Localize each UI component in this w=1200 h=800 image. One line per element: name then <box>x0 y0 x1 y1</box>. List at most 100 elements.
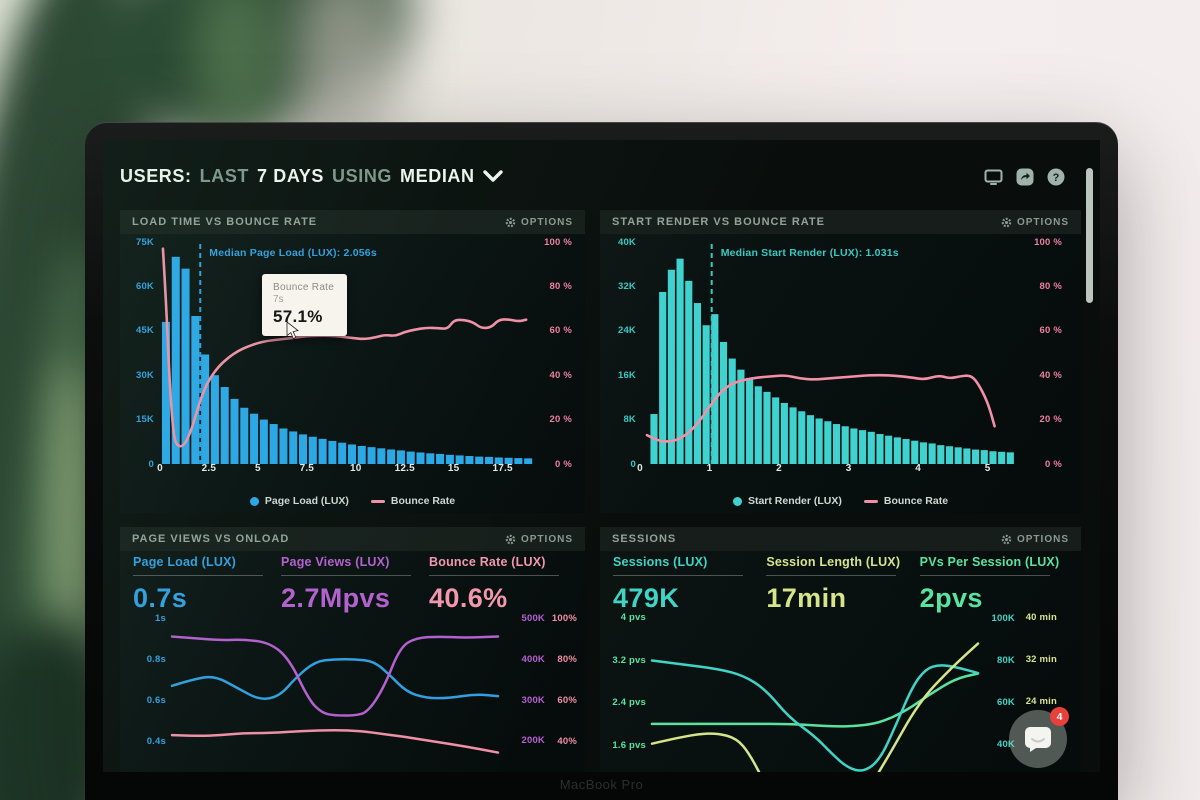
histogram-bar <box>201 354 210 464</box>
histogram-bar <box>445 454 454 464</box>
histogram-bar <box>338 442 347 464</box>
metrics-row: Sessions (LUX) 479K Session Length (LUX) 17… <box>613 555 1073 614</box>
histogram-bar <box>772 397 780 464</box>
chat-badge: 4 <box>1050 707 1069 726</box>
histogram-bar <box>780 402 788 464</box>
histogram-bar <box>524 458 533 464</box>
histogram-bar <box>347 444 356 464</box>
histogram-bar <box>485 456 494 464</box>
y-axis-tick: 15K <box>135 414 154 426</box>
metric-label: Page Load (LUX) <box>133 555 237 569</box>
page-views-chart[interactable]: 1s 0.8s 0.6s 0.4s 500K 400K 300K 200K 100% 80% 60%… <box>120 527 585 772</box>
options-label: OPTIONS <box>1016 533 1069 545</box>
gear-icon <box>505 534 516 544</box>
options-label: OPTIONS <box>520 216 573 228</box>
legend-line-marker <box>863 499 878 503</box>
metric: PVs Per Session (LUX) 2pvs <box>919 555 1070 614</box>
legend-dot-marker <box>732 496 742 506</box>
legend-label: Page Load (LUX) <box>264 495 349 507</box>
y-axis-tick: 100 % <box>1034 236 1062 248</box>
legend-item[interactable]: Start Render (LUX) <box>732 495 842 507</box>
y-axis-tick: 0 <box>148 458 154 470</box>
legend-line-marker <box>370 499 385 503</box>
y-axis-tick: 60K <box>996 697 1015 709</box>
histogram-bar <box>789 407 797 464</box>
y-axis-tick: 1s <box>155 612 166 624</box>
mouse-cursor <box>286 322 299 340</box>
legend-item[interactable]: Page Load (LUX) <box>249 495 349 507</box>
y-axis-tick: 60 % <box>1039 325 1062 337</box>
y-axis-tick: 4 pvs <box>620 612 646 624</box>
y-axis-tick: 1.6 pvs <box>612 739 646 751</box>
median-line-label: Median Start Render (LUX): 1.031s <box>720 247 899 259</box>
tooltip-series: Bounce Rate <box>273 282 335 293</box>
y-axis-tick: 30K <box>135 369 154 381</box>
histogram-bar <box>240 407 249 464</box>
histogram-bar <box>250 413 259 464</box>
histogram-bar <box>161 321 170 464</box>
load-time-chart[interactable]: 75K 60K 45K 30K 15K 0 100 % 80 % 60 % 40 % 20 % 0 %… <box>120 210 585 513</box>
histogram-bar <box>685 280 693 464</box>
histogram-bar <box>494 457 503 464</box>
legend-item[interactable]: Bounce Rate <box>370 495 455 507</box>
histogram-bar <box>737 369 745 464</box>
panel-title: SESSIONS <box>612 533 677 545</box>
tooltip-x-value: 7s <box>273 294 284 305</box>
histogram-bar <box>711 314 719 464</box>
dashboard-header: USERS: LAST 7 DAYS USING MEDIAN <box>120 166 1083 202</box>
histogram-bar <box>954 447 962 464</box>
y-axis-tick: 100 % <box>544 236 572 248</box>
y-axis-tick: 0 % <box>1045 458 1062 470</box>
sessions-chart[interactable]: 4 pvs 3.2 pvs 2.4 pvs 1.6 pvs 100K 80K 60K 40K 4… <box>600 527 1081 772</box>
metric-value: 2.7Mpvs <box>281 583 391 613</box>
panel-title: START RENDER VS BOUNCE RATE <box>612 216 825 228</box>
histogram-bar <box>191 316 200 464</box>
histogram-bar <box>269 424 278 464</box>
y-axis-tick: 0.8s <box>146 653 166 665</box>
help-button[interactable]: ? <box>1047 168 1065 186</box>
options-label: OPTIONS <box>1016 216 1069 228</box>
y-axis-tick: 40K <box>996 739 1015 751</box>
svg-text:?: ? <box>1053 172 1060 184</box>
share-button[interactable] <box>1016 168 1034 186</box>
y-axis-tick: 300K <box>521 694 545 706</box>
y-axis-tick: 32K <box>617 280 636 292</box>
chat-widget-button[interactable]: 4 <box>1009 707 1069 768</box>
start-render-chart[interactable]: 40K 32K 24K 16K 8K 0 100 % 80 % 60 % 40 % 20 % 0 % 0… <box>600 210 1081 513</box>
metric-divider <box>613 575 743 576</box>
metric: Sessions (LUX) 479K <box>613 555 763 614</box>
histogram-bar <box>279 428 288 464</box>
laptop-brand: MacBook Pro <box>559 777 644 792</box>
y-axis-tick: 80 % <box>1039 280 1062 292</box>
options-button[interactable]: OPTIONS <box>505 217 573 228</box>
options-button[interactable]: OPTIONS <box>1001 217 1069 228</box>
histogram-bar <box>989 451 997 464</box>
y-axis-tick: 60 % <box>549 325 572 337</box>
series-line <box>650 659 980 772</box>
legend-label: Bounce Rate <box>883 495 949 507</box>
users-period-dropdown[interactable]: USERS: LAST 7 DAYS USING MEDIAN <box>120 166 503 187</box>
options-button[interactable]: OPTIONS <box>505 534 573 545</box>
x-axis-tick: 4 <box>915 462 921 474</box>
options-button[interactable]: OPTIONS <box>1001 534 1069 545</box>
histogram-bar <box>328 440 337 464</box>
histogram-bar <box>676 258 684 464</box>
y-axis-tick: 100K <box>991 612 1015 624</box>
series-line <box>650 672 980 728</box>
scrollbar-thumb[interactable] <box>1086 168 1093 303</box>
histogram-bar <box>455 455 464 464</box>
histogram-bar <box>416 452 425 464</box>
display-mode-button[interactable] <box>984 169 1003 186</box>
legend-item[interactable]: Bounce Rate <box>863 495 949 507</box>
header-title-word: USING <box>332 166 393 186</box>
metric-value: 479K <box>613 583 680 613</box>
chart-legend: Page Load (LUX) Bounce Rate <box>120 495 585 507</box>
header-title-word: MEDIAN <box>400 166 475 186</box>
x-axis-tick: 17.5 <box>492 462 513 474</box>
metric-value: 0.7s <box>133 583 188 613</box>
histogram-bar <box>998 451 1006 464</box>
series-line <box>170 635 500 717</box>
y-axis-tick: 20 % <box>549 414 572 426</box>
panel-title-bar: LOAD TIME VS BOUNCE RATE OPTIONS <box>120 210 585 234</box>
histogram-bar <box>299 434 308 464</box>
